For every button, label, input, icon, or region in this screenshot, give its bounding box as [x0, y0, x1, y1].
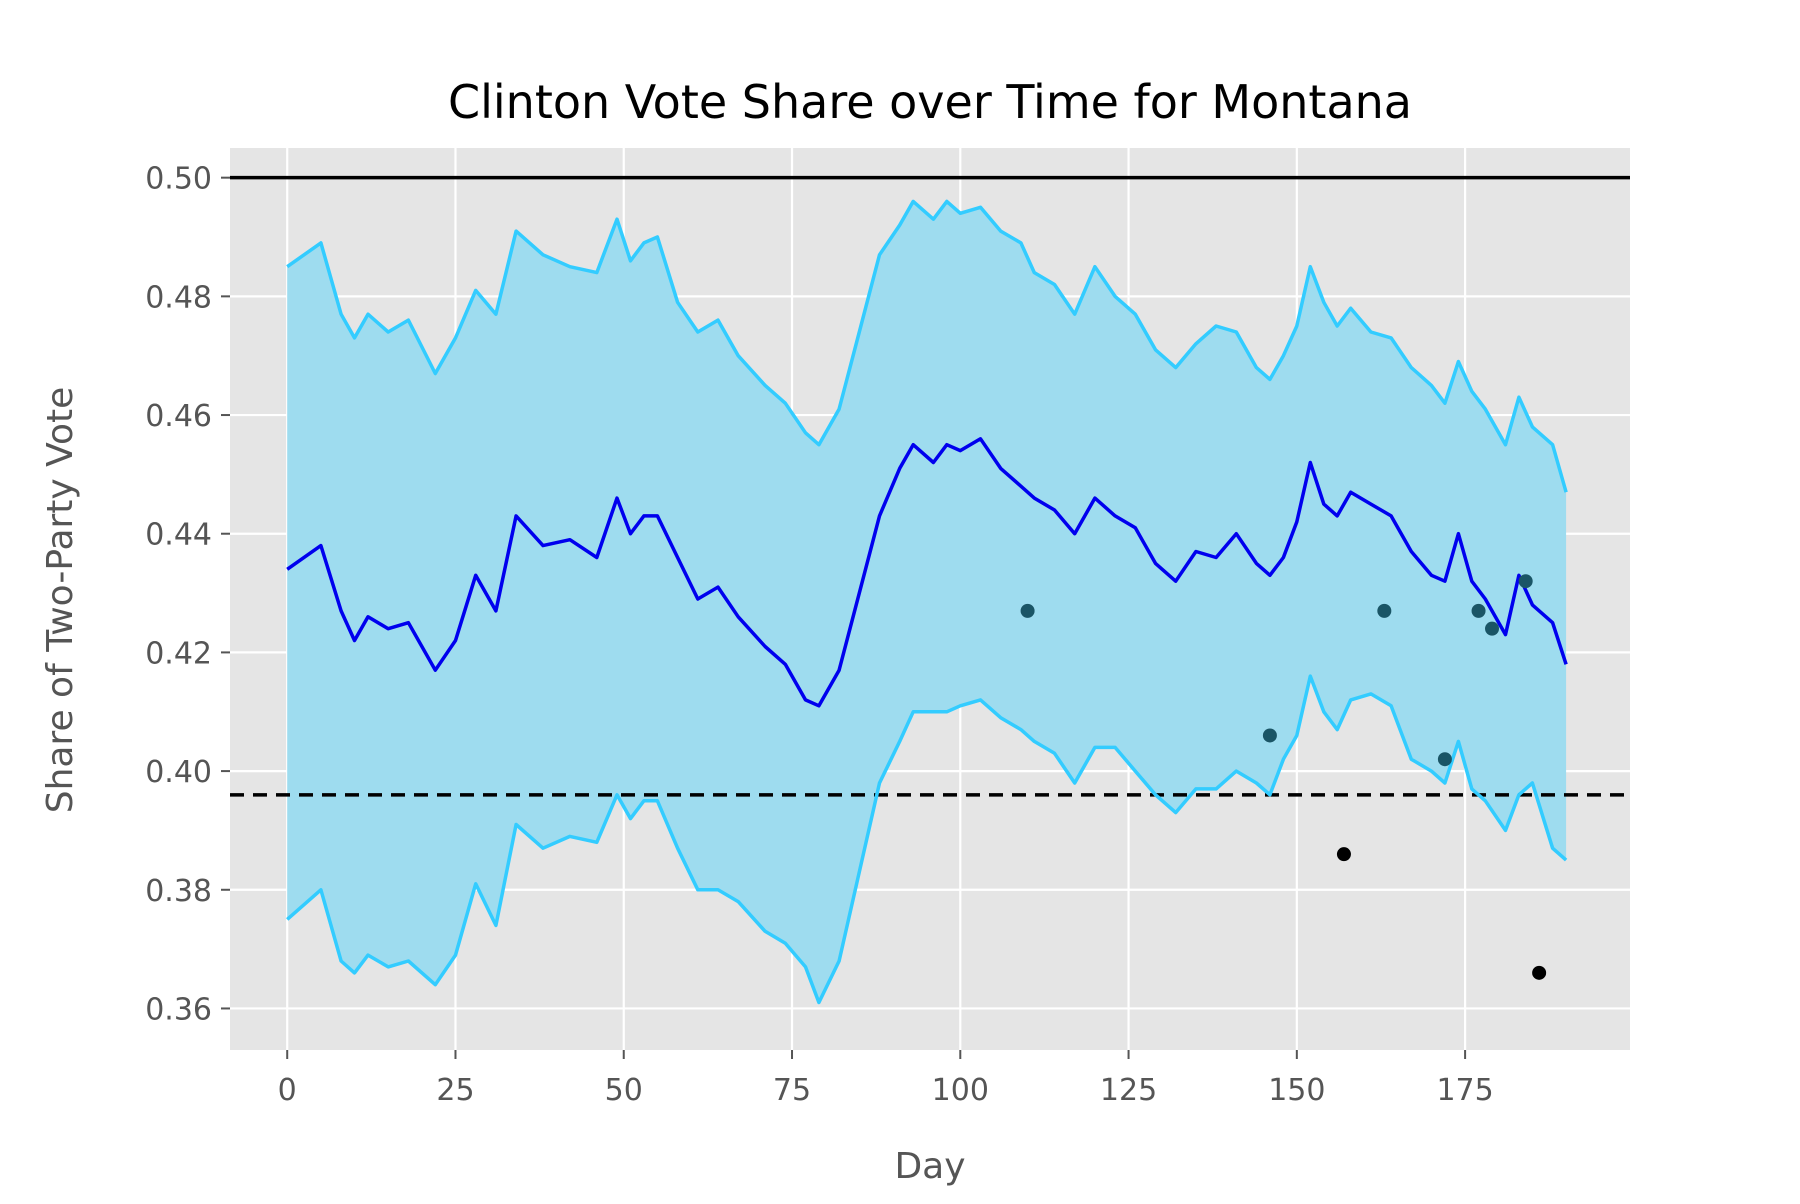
- tick-layer: 0 25 50 75 100 125 150 175 0.36 0.38 0.40 0.42 0.44 0…: [145, 162, 1494, 1108]
- series-line-layer: [286, 199, 1568, 1005]
- poll-point: [1336, 847, 1351, 862]
- confidence-band-layer: [287, 201, 1567, 1003]
- reference-line-layer: [230, 175, 1630, 797]
- upper-bound-line: [286, 199, 1568, 493]
- poll-point: [1471, 603, 1486, 618]
- y-axis-label: Share of Two-Party Vote: [40, 387, 81, 814]
- x-tick-label: 150: [1268, 1073, 1325, 1108]
- x-tick-label: 175: [1436, 1073, 1493, 1108]
- x-tick-label: 50: [605, 1073, 643, 1108]
- poll-point: [1262, 728, 1277, 743]
- poll-point: [1485, 621, 1500, 636]
- poll-point-layer: [1020, 574, 1547, 980]
- y-tick-label: 0.50: [145, 162, 212, 197]
- y-tick-label: 0.48: [145, 280, 212, 315]
- x-axis-label: Day: [894, 1146, 965, 1187]
- chart-title: Clinton Vote Share over Time for Montana: [448, 75, 1412, 129]
- x-tick-label: 100: [932, 1073, 989, 1108]
- x-tick-label: 125: [1100, 1073, 1157, 1108]
- y-tick-label: 0.38: [145, 874, 212, 909]
- poll-point: [1532, 965, 1547, 980]
- mean-line: [286, 437, 1568, 708]
- y-tick-label: 0.36: [145, 992, 212, 1027]
- lower-bound-line: [286, 674, 1568, 1005]
- poll-point: [1437, 752, 1452, 767]
- y-tick-label: 0.40: [145, 755, 212, 790]
- x-tick-label: 75: [773, 1073, 811, 1108]
- x-tick-label: 25: [436, 1073, 474, 1108]
- y-tick-label: 0.42: [145, 636, 212, 671]
- x-tick-label: 0: [278, 1073, 297, 1108]
- poll-point: [1518, 574, 1533, 589]
- y-tick-label: 0.44: [145, 518, 212, 553]
- poll-point: [1377, 603, 1392, 618]
- confidence-band-fill: [287, 201, 1567, 1003]
- y-tick-label: 0.46: [145, 399, 212, 434]
- poll-point: [1020, 603, 1035, 618]
